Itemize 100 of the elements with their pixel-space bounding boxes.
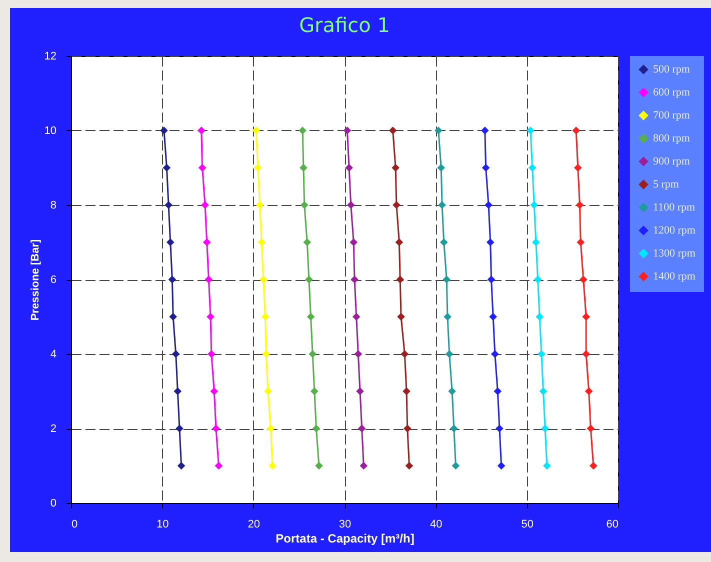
point <box>396 276 404 284</box>
point <box>582 312 590 321</box>
point <box>579 276 588 284</box>
point <box>405 462 414 470</box>
point <box>444 312 452 321</box>
x-tick-label: 50 <box>521 518 534 530</box>
point <box>530 201 538 209</box>
point <box>164 201 172 209</box>
legend-label: 800 rpm <box>653 132 690 144</box>
point <box>576 201 584 209</box>
point <box>343 126 352 134</box>
point <box>162 164 171 172</box>
point <box>256 201 264 209</box>
point <box>208 350 216 358</box>
point <box>590 462 598 470</box>
point <box>360 462 368 470</box>
point <box>491 350 499 358</box>
point <box>440 238 448 246</box>
point <box>481 126 489 134</box>
point <box>172 350 180 358</box>
point <box>303 238 311 246</box>
y-tick-label: 0 <box>50 498 56 510</box>
point <box>202 238 211 246</box>
point <box>392 164 400 172</box>
point <box>347 201 355 209</box>
point <box>397 312 405 321</box>
point <box>442 276 450 284</box>
y-tick-label: 10 <box>44 125 56 137</box>
point <box>350 276 358 284</box>
point <box>176 424 184 432</box>
point <box>574 164 582 172</box>
point <box>345 164 353 172</box>
point <box>214 462 223 470</box>
point <box>356 387 364 396</box>
point <box>206 312 214 321</box>
point <box>266 424 275 432</box>
y-tick-label: 2 <box>50 423 56 435</box>
x-tick-label: 60 <box>606 518 618 530</box>
point <box>404 424 412 432</box>
y-tick-label: 8 <box>50 200 56 212</box>
point <box>437 164 446 172</box>
point <box>572 126 580 134</box>
point <box>259 276 268 284</box>
point <box>358 424 366 432</box>
y-tick-label: 6 <box>50 274 56 286</box>
point <box>576 238 584 246</box>
y-tick-label: 4 <box>50 348 56 360</box>
point <box>489 312 497 321</box>
point <box>177 462 186 470</box>
point <box>210 387 218 396</box>
x-tick-label: 40 <box>430 518 442 530</box>
legend-label: 700 rpm <box>653 110 690 122</box>
point <box>582 350 590 358</box>
point <box>197 126 206 134</box>
legend-label: 900 rpm <box>653 156 690 168</box>
point <box>312 424 320 432</box>
point <box>392 201 400 209</box>
point <box>254 164 262 172</box>
x-tick-label: 10 <box>156 518 169 530</box>
point <box>400 350 409 358</box>
point <box>262 350 270 358</box>
point <box>584 387 593 396</box>
point <box>448 387 456 396</box>
point <box>487 276 496 284</box>
point <box>201 201 209 209</box>
point <box>543 462 551 470</box>
point <box>252 126 260 134</box>
point <box>438 201 446 209</box>
point <box>261 312 270 321</box>
point <box>352 312 360 321</box>
point <box>497 462 506 470</box>
point <box>532 238 540 246</box>
point <box>169 312 177 321</box>
x-axis-title: Portata - Capacity [m³/h] <box>276 532 414 546</box>
point <box>450 424 458 432</box>
point <box>388 126 397 134</box>
point <box>174 387 182 396</box>
legend-label: 1400 rpm <box>653 270 696 282</box>
point <box>354 350 362 358</box>
x-tick-label: 0 <box>72 518 78 530</box>
point <box>264 387 272 396</box>
point <box>310 387 318 396</box>
point <box>528 164 536 172</box>
point <box>204 276 213 284</box>
point <box>298 126 306 134</box>
point <box>484 201 492 209</box>
point <box>395 238 404 246</box>
point <box>486 238 494 246</box>
legend-label: 500 rpm <box>653 64 690 76</box>
y-tick-label: 12 <box>44 50 56 62</box>
point <box>534 276 542 284</box>
point <box>482 164 490 172</box>
point <box>350 238 358 246</box>
x-tick-label: 30 <box>338 518 352 530</box>
point <box>434 126 442 134</box>
point <box>536 312 544 321</box>
point <box>496 424 504 432</box>
point <box>300 201 308 209</box>
point <box>258 238 266 246</box>
point <box>305 276 313 284</box>
